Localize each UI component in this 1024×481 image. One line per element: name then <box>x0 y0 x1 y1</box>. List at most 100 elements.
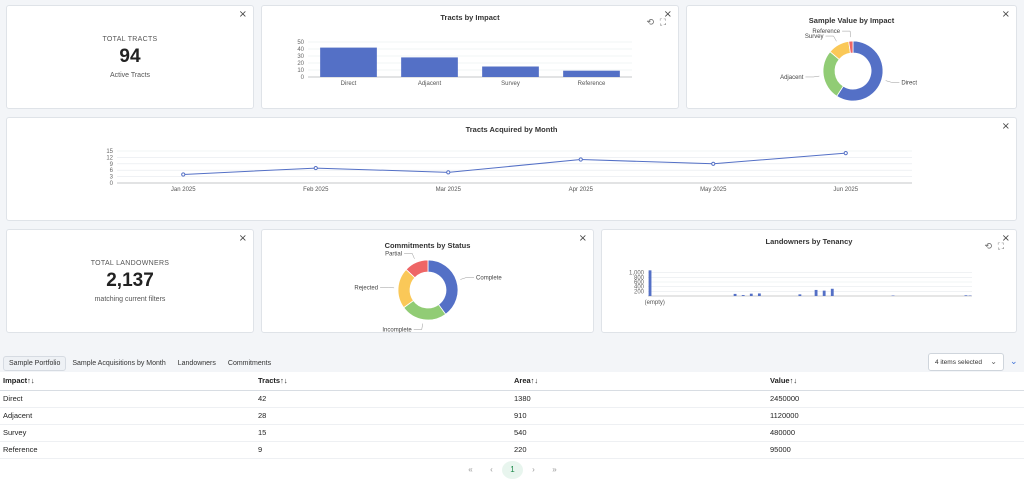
prev-page-button[interactable]: ‹ <box>490 465 493 474</box>
cell-area: 220 <box>511 441 767 459</box>
cell-value: 2450000 <box>767 390 1024 408</box>
data-point <box>313 165 318 171</box>
x-tick-label: Mar 2025 <box>436 187 462 193</box>
cell-value: 1120000 <box>767 407 1024 425</box>
slice-label: Survey <box>805 34 824 40</box>
cell-tracts: 42 <box>255 390 511 408</box>
kpi-label: TOTAL TRACTS <box>102 36 158 43</box>
y-tick-label: 15 <box>106 149 113 155</box>
column-select-value: 4 items selected <box>935 359 982 366</box>
reset-icon[interactable]: ⟲ <box>984 242 992 252</box>
close-icon[interactable]: × <box>578 233 587 244</box>
close-icon[interactable]: × <box>1001 233 1010 244</box>
column-header-tracts[interactable]: Tracts↑↓ <box>255 372 511 391</box>
pie-slice <box>836 40 884 102</box>
column-header-area[interactable]: Area↑↓ <box>511 372 767 391</box>
label-leader <box>413 323 423 330</box>
y-tick-label: 800 <box>634 275 645 281</box>
slice-label: Rejected <box>354 285 378 291</box>
expand-icon[interactable]: ⛶ <box>659 18 666 28</box>
tab-sample-acquisitions[interactable]: Sample Acquisitions by Month <box>72 360 166 367</box>
bar <box>830 288 834 296</box>
pie-slice <box>405 259 429 279</box>
y-tick-label: 20 <box>297 61 304 67</box>
bar <box>964 295 968 296</box>
tenancy-card: × ⟲ ⛶ Landowners by Tenancy 1,000 800 600 4… <box>601 229 1017 333</box>
x-tick-label: Jan 2025 <box>171 187 196 193</box>
table-row[interactable]: Direct 42 1380 2450000 <box>0 390 1024 408</box>
tab-sample-portfolio[interactable]: Sample Portfolio <box>3 356 67 371</box>
y-tick-label: 400 <box>634 285 645 291</box>
y-tick-label: 50 <box>297 40 304 46</box>
data-point <box>578 157 583 162</box>
pagination: « ‹ 1 › » <box>460 461 565 479</box>
column-header-impact[interactable]: Impact↑↓ <box>0 372 255 391</box>
close-icon[interactable]: × <box>663 9 672 20</box>
table-row[interactable]: Adjacent 28 910 1120000 <box>0 407 1024 425</box>
portfolio-table: Impact↑↓ Tracts↑↓ Area↑↓ Value↑↓ Direct … <box>0 372 1024 459</box>
cell-tracts: 15 <box>255 424 511 442</box>
last-page-button[interactable]: » <box>552 465 557 474</box>
y-tick-label: 1,000 <box>629 271 645 277</box>
y-tick-label: 600 <box>634 280 645 286</box>
close-icon[interactable]: × <box>238 233 247 244</box>
kpi-value: 2,137 <box>106 270 154 291</box>
data-point <box>843 151 848 156</box>
y-tick-label: 3 <box>110 175 114 181</box>
bar <box>648 270 652 296</box>
table-header-row: Impact↑↓ Tracts↑↓ Area↑↓ Value↑↓ <box>0 372 1024 391</box>
kpi-sub: matching current filters <box>94 296 166 303</box>
total-tracts-card: × TOTAL TRACTS 94 Active Tracts <box>6 5 254 109</box>
data-point <box>711 161 716 166</box>
current-page-button[interactable]: 1 <box>502 461 523 479</box>
bar <box>814 289 818 296</box>
y-tick-label: 12 <box>106 155 113 161</box>
tab-commitments[interactable]: Commitments <box>227 360 272 367</box>
y-tick-label: 0 <box>110 181 114 187</box>
y-tick-label: 6 <box>110 168 114 174</box>
x-tick-label: Jun 2025 <box>833 187 858 193</box>
data-point <box>446 170 451 175</box>
cell-value: 95000 <box>767 441 1024 459</box>
close-icon[interactable]: × <box>238 9 247 20</box>
total-landowners-card: × TOTAL LANDOWNERS 2,137 matching curren… <box>6 229 254 333</box>
label-leader <box>825 35 837 42</box>
chart-title: Tracts by Impact <box>440 13 500 22</box>
table-row[interactable]: Survey 15 540 480000 <box>0 424 1024 442</box>
bar <box>563 70 620 77</box>
y-tick-label: 0 <box>301 75 305 81</box>
acquired-by-month-card: × Tracts Acquired by Month 15 12 9 6 3 0 Jan 2… <box>6 117 1017 221</box>
column-select[interactable]: 4 items selected ⌄ <box>928 353 1004 371</box>
kpi-label: TOTAL LANDOWNERS <box>90 260 170 267</box>
kpi-value: 94 <box>119 46 141 67</box>
expand-icon[interactable]: ⛶ <box>997 242 1004 252</box>
chart-title: Commitments by Status <box>384 241 471 250</box>
column-header-value[interactable]: Value↑↓ <box>767 372 1024 391</box>
commitments-status-chart: Complete Incomplete Rejected Partial <box>354 251 502 333</box>
table-row[interactable]: Reference 9 220 95000 <box>0 441 1024 459</box>
x-tick-label: Apr 2025 <box>569 187 594 193</box>
tab-landowners[interactable]: Landowners <box>177 360 216 367</box>
close-icon[interactable]: × <box>1001 9 1010 20</box>
pie-slice <box>848 40 854 54</box>
chevron-down-icon: ⌄ <box>990 357 997 366</box>
x-tick-label: Survey <box>501 81 520 87</box>
reset-icon[interactable]: ⟲ <box>646 18 654 28</box>
data-point <box>181 172 186 177</box>
label-leader <box>460 277 475 280</box>
close-icon[interactable]: × <box>1001 121 1010 132</box>
label-leader <box>404 253 415 259</box>
slice-label: Reference <box>812 29 840 35</box>
commitments-status-card: × Commitments by Status Complete Incomple… <box>261 229 594 333</box>
cell-impact: Direct <box>0 390 255 408</box>
first-page-button[interactable]: « <box>468 465 473 474</box>
cell-area: 910 <box>511 407 767 425</box>
y-tick-label: 9 <box>110 162 114 168</box>
x-tick-label: Feb 2025 <box>303 187 329 193</box>
next-page-button[interactable]: › <box>532 465 535 474</box>
collapse-toggle-icon[interactable]: ⌄ <box>1010 356 1018 366</box>
bar <box>741 295 745 296</box>
